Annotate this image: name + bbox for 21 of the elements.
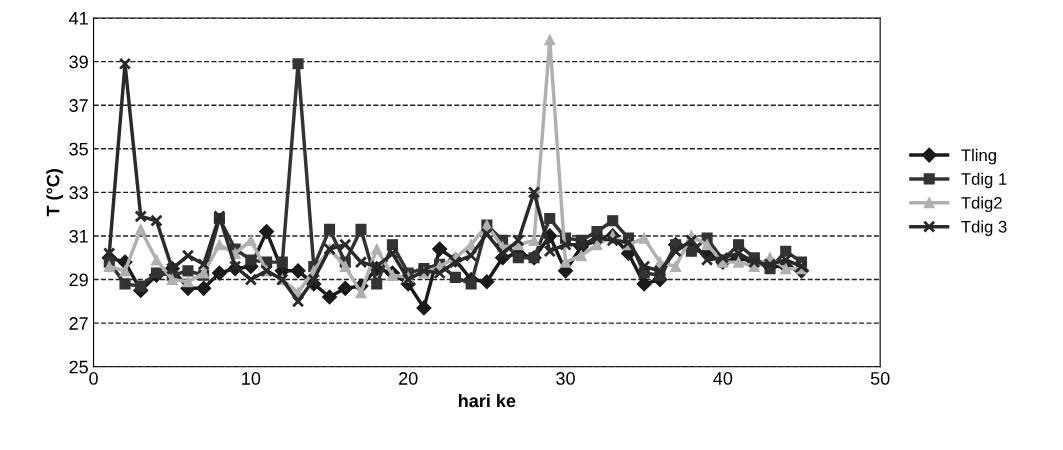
y-tick-label: 37 (69, 99, 88, 112)
x-tick-label: 50 (870, 372, 890, 385)
x-tick-label: 10 (242, 372, 261, 385)
y-tick-label: 41 (69, 12, 88, 25)
x-tick-label: 20 (399, 372, 418, 385)
y-tick-label: 31 (69, 229, 88, 243)
legend-label: Tling (961, 148, 996, 165)
y-tick-label: 25 (69, 360, 88, 374)
y-tick-label: 39 (69, 55, 88, 69)
y-tick-label: 29 (69, 273, 88, 287)
legend-label: Tdig 1 (961, 172, 1007, 189)
x-tick-label: 0 (89, 372, 98, 385)
legend-label: Tdig 3 (961, 220, 1007, 236)
x-tick-label: 30 (556, 372, 575, 385)
x-tick-label: 40 (713, 372, 733, 385)
legend-label: Tdig2 (961, 196, 1002, 213)
y-tick-label: 27 (69, 317, 88, 330)
y-axis-title: T (°C) (46, 169, 64, 217)
y-tick-label: 33 (69, 186, 88, 200)
y-tick-label: 35 (69, 142, 88, 156)
x-axis-title: hari ke (459, 394, 516, 408)
